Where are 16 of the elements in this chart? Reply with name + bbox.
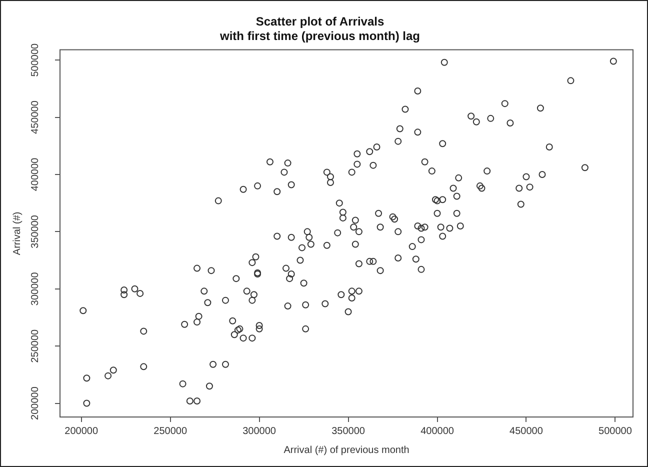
x-tick-label: 300000 (242, 426, 276, 437)
y-tick-label: 350000 (30, 214, 42, 248)
x-tick-label: 250000 (154, 426, 188, 437)
chart-title: Scatter plot of Arrivals with first time (previous month) lag (218, 14, 420, 43)
y-tick-label: 500000 (30, 42, 42, 77)
y-tick-label: 250000 (30, 328, 42, 363)
x-tick-label: 500000 (598, 426, 632, 437)
y-tick-label: 400000 (30, 157, 42, 192)
x-tick-label: 200000 (64, 426, 98, 437)
y-tick-label: 450000 (30, 100, 42, 134)
x-tick-label: 450000 (510, 426, 544, 437)
x-tick-label: 400000 (420, 426, 454, 437)
y-tick-label: 300000 (30, 272, 42, 306)
x-axis-title: Arrival (#) of previous month (284, 444, 410, 456)
y-axis-title: Arrival (#) (12, 212, 23, 256)
x-tick-label: 350000 (332, 426, 366, 437)
